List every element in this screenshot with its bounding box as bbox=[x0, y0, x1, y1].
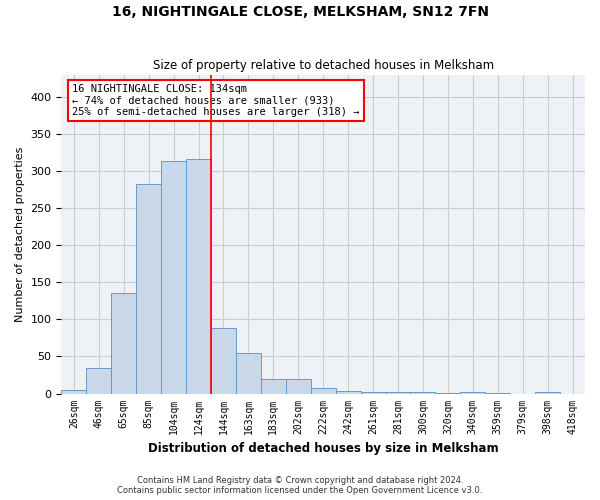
Bar bbox=[335, 390, 361, 394]
Bar bbox=[386, 392, 410, 394]
Bar bbox=[361, 392, 386, 394]
Bar bbox=[161, 162, 186, 394]
Title: Size of property relative to detached houses in Melksham: Size of property relative to detached ho… bbox=[152, 59, 494, 72]
Bar bbox=[410, 392, 436, 394]
Bar bbox=[485, 393, 510, 394]
Bar bbox=[136, 184, 161, 394]
Bar bbox=[186, 159, 211, 394]
Bar bbox=[211, 328, 236, 394]
Bar bbox=[286, 378, 311, 394]
Bar bbox=[436, 393, 460, 394]
Y-axis label: Number of detached properties: Number of detached properties bbox=[15, 146, 25, 322]
Text: Contains HM Land Registry data © Crown copyright and database right 2024.
Contai: Contains HM Land Registry data © Crown c… bbox=[118, 476, 482, 495]
Bar bbox=[535, 392, 560, 394]
Bar bbox=[111, 292, 136, 394]
X-axis label: Distribution of detached houses by size in Melksham: Distribution of detached houses by size … bbox=[148, 442, 499, 455]
Text: 16 NIGHTINGALE CLOSE: 134sqm
← 74% of detached houses are smaller (933)
25% of s: 16 NIGHTINGALE CLOSE: 134sqm ← 74% of de… bbox=[72, 84, 359, 117]
Bar bbox=[236, 353, 261, 394]
Bar bbox=[86, 368, 111, 394]
Bar bbox=[261, 378, 286, 394]
Bar bbox=[61, 390, 86, 394]
Bar bbox=[311, 388, 335, 394]
Text: 16, NIGHTINGALE CLOSE, MELKSHAM, SN12 7FN: 16, NIGHTINGALE CLOSE, MELKSHAM, SN12 7F… bbox=[112, 5, 488, 19]
Bar bbox=[460, 392, 485, 394]
